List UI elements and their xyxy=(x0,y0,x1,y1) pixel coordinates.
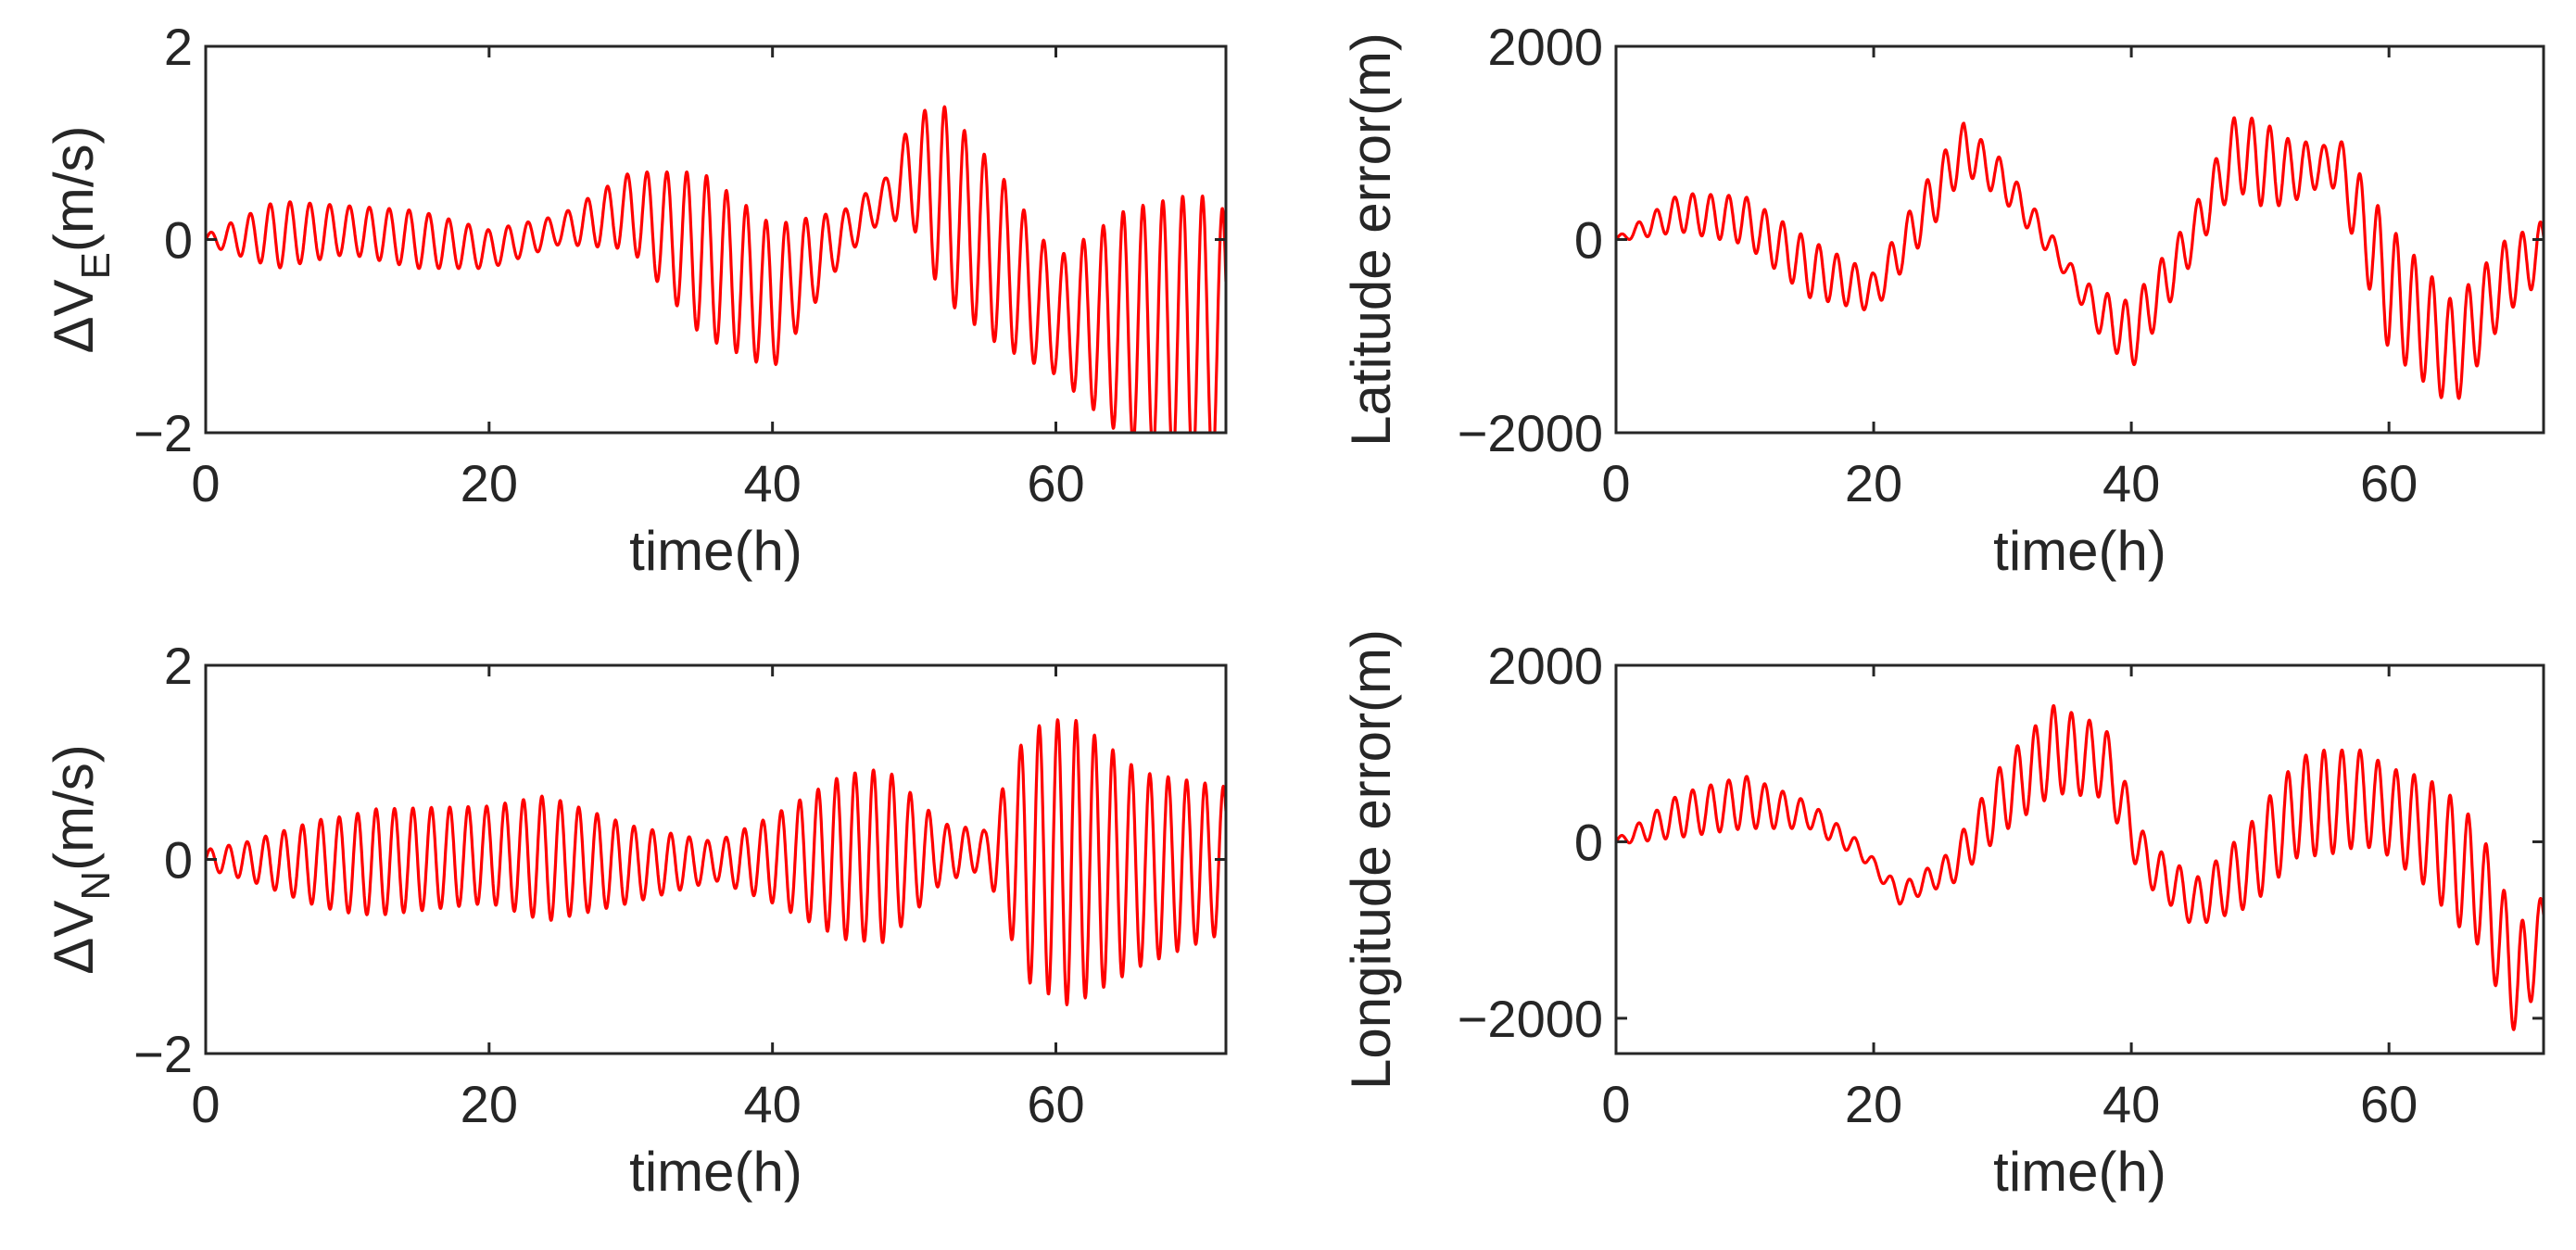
series-line-lat xyxy=(1616,116,2544,400)
y-tick-label: −2000 xyxy=(1458,990,1603,1048)
y-axis-label: ΔVE(m/s) xyxy=(43,125,119,353)
y-label-unit: (m/s) xyxy=(43,744,105,871)
x-tick-label: 0 xyxy=(1601,454,1630,512)
x-axis-label: time(h) xyxy=(1993,520,2166,582)
x-tick-label: 40 xyxy=(744,1075,802,1133)
y-tick-label: 2 xyxy=(164,18,193,76)
x-tick-label: 60 xyxy=(2360,454,2418,512)
y-tick-label: 0 xyxy=(1574,211,1603,270)
x-tick-label: 0 xyxy=(191,454,220,512)
x-tick-label: 60 xyxy=(1027,1075,1084,1133)
y-tick-label: 0 xyxy=(164,831,193,890)
y-label-unit: (m/s) xyxy=(43,125,105,252)
series-line-dve xyxy=(206,105,1226,433)
x-tick-label: 60 xyxy=(2360,1075,2418,1133)
x-tick-label: 0 xyxy=(191,1075,220,1133)
chart-lon: 0 20 40 60 −2000 0 2000 time(h) Longitude error(… xyxy=(1340,629,2545,1203)
series-line-lon xyxy=(1616,703,2544,1031)
y-axis-label: Longitude error(m) xyxy=(1340,629,1402,1090)
x-tick-label: 40 xyxy=(744,454,802,512)
y-tick-label: −2 xyxy=(133,1025,193,1083)
y-label-main: ΔV xyxy=(43,901,105,975)
y-axis-label: Latitude error(m) xyxy=(1340,32,1402,447)
x-tick-label: 60 xyxy=(1027,454,1084,512)
x-tick-label: 0 xyxy=(1601,1075,1630,1133)
x-axis-label: time(h) xyxy=(629,1141,802,1203)
axes-box-lon xyxy=(1614,663,2545,1055)
y-tick-label: 2000 xyxy=(1487,637,1603,695)
y-tick-label: 0 xyxy=(164,211,193,270)
y-label-sub: N xyxy=(73,871,119,901)
y-label-main: ΔV xyxy=(43,279,105,353)
axes-box-lat xyxy=(1614,44,2545,435)
y-tick-label: 2 xyxy=(164,637,193,695)
x-tick-label: 20 xyxy=(1845,454,1902,512)
x-axis-label: time(h) xyxy=(1993,1141,2166,1203)
x-tick-label: 20 xyxy=(461,1075,518,1133)
x-tick-label: 40 xyxy=(2102,1075,2160,1133)
y-tick-label: 0 xyxy=(1574,813,1603,871)
x-axis-label: time(h) xyxy=(629,520,802,582)
y-tick-label: −2000 xyxy=(1458,404,1603,462)
y-axis-label: ΔVN(m/s) xyxy=(43,744,119,975)
y-tick-label: −2 xyxy=(133,404,193,462)
x-tick-label: 40 xyxy=(2102,454,2160,512)
x-tick-label: 20 xyxy=(1845,1075,1902,1133)
y-label-sub: E xyxy=(73,252,119,279)
series-line-dvn xyxy=(206,718,1226,1006)
y-tick-label: 2000 xyxy=(1487,18,1603,76)
x-tick-label: 20 xyxy=(461,454,518,512)
